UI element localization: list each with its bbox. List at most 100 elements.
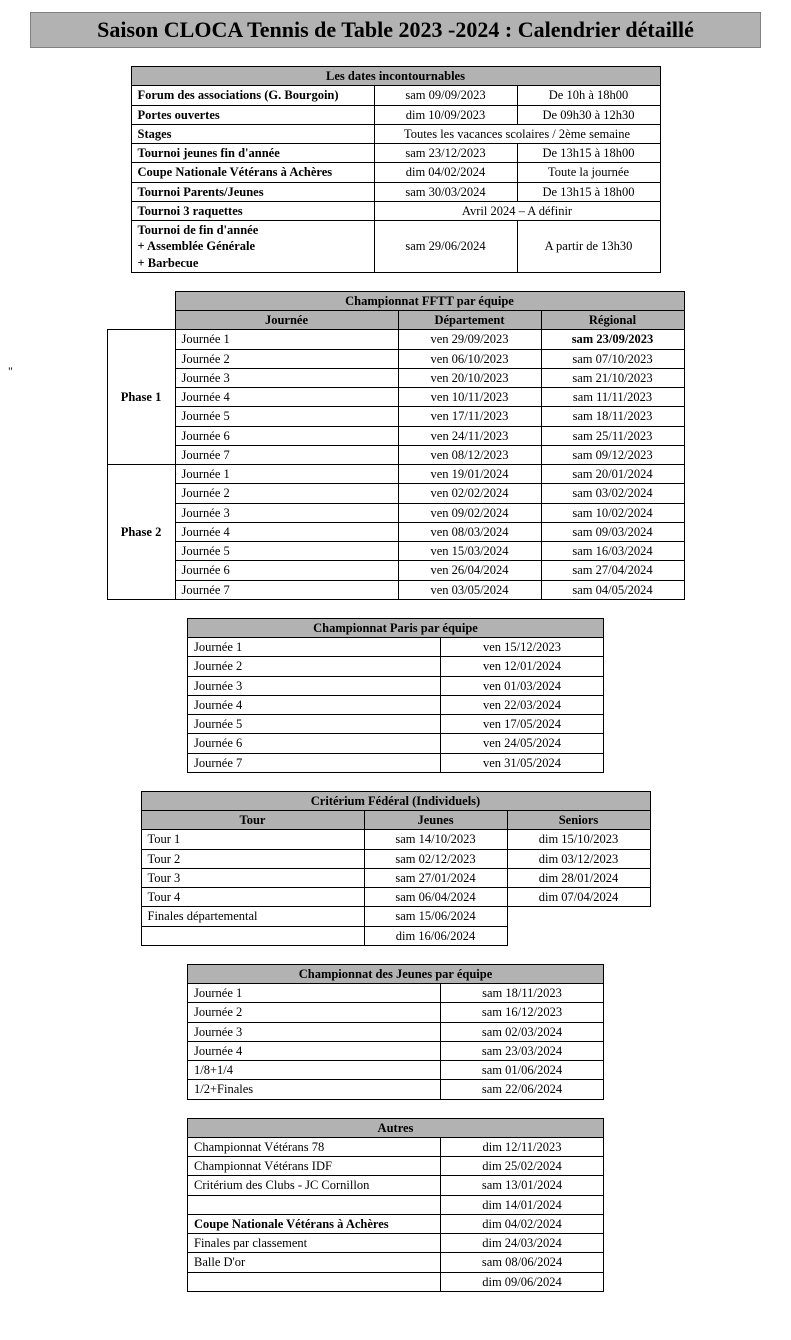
event-cell: Stages: [131, 124, 374, 143]
paris-date-cell: ven 22/03/2024: [441, 695, 604, 714]
paris-journee-cell: Journée 2: [188, 657, 441, 676]
autres-label-cell: Balle D'or: [188, 1253, 441, 1272]
paris-journee-cell: Journée 6: [188, 734, 441, 753]
event-span-cell: Toutes les vacances scolaires / 2ème sem…: [374, 124, 660, 143]
event-cell: Tournoi 3 raquettes: [131, 201, 374, 220]
fftt-dept-cell: ven 08/03/2024: [398, 522, 541, 541]
fftt-table: Championnat FFTT par équipe Journée Dépa…: [30, 291, 761, 600]
jeunes-table: Championnat des Jeunes par équipe Journé…: [30, 964, 761, 1100]
phase-label: Phase 2: [107, 465, 175, 600]
fftt-journee-cell: Journée 6: [175, 426, 398, 445]
fftt-journee-cell: Journée 3: [175, 368, 398, 387]
fftt-journee-cell: Journée 6: [175, 561, 398, 580]
event-date-cell: sam 23/12/2023: [374, 144, 517, 163]
fftt-dept-cell: ven 24/11/2023: [398, 426, 541, 445]
fftt-dept-cell: ven 02/02/2024: [398, 484, 541, 503]
paris-journee-cell: Journée 3: [188, 676, 441, 695]
crit-seniors-cell: dim 03/12/2023: [507, 849, 650, 868]
event-cell: Tournoi Parents/Jeunes: [131, 182, 374, 201]
jeunes-date-cell: sam 18/11/2023: [441, 984, 604, 1003]
crit-seniors-cell: dim 15/10/2023: [507, 830, 650, 849]
fftt-col-dept: Département: [398, 311, 541, 330]
paris-header: Championnat Paris par équipe: [188, 618, 604, 637]
criterium-table: Critérium Fédéral (Individuels) Tour Jeu…: [30, 791, 761, 946]
crit-seniors-cell: dim 07/04/2024: [507, 888, 650, 907]
paris-journee-cell: Journée 7: [188, 753, 441, 772]
jeunes-label-cell: 1/2+Finales: [188, 1080, 441, 1099]
autres-date-cell: sam 08/06/2024: [441, 1253, 604, 1272]
paris-table: Championnat Paris par équipe Journée 1ve…: [30, 618, 761, 773]
jeunes-label-cell: 1/8+1/4: [188, 1061, 441, 1080]
stray-quote: ": [8, 364, 13, 379]
phase-label: Phase 1: [107, 330, 175, 465]
fftt-dept-cell: ven 06/10/2023: [398, 349, 541, 368]
autres-extra-date-cell: dim 14/01/2024: [441, 1195, 604, 1214]
autres-date-cell: dim 12/11/2023: [441, 1137, 604, 1156]
paris-date-cell: ven 17/05/2024: [441, 715, 604, 734]
fftt-journee-cell: Journée 1: [175, 465, 398, 484]
fftt-col-journee: Journée: [175, 311, 398, 330]
autres-date-cell: sam 13/01/2024: [441, 1176, 604, 1195]
fftt-reg-cell: sam 27/04/2024: [541, 561, 684, 580]
fftt-reg-cell: sam 18/11/2023: [541, 407, 684, 426]
autres-header: Autres: [188, 1118, 604, 1137]
jeunes-date-cell: sam 22/06/2024: [441, 1080, 604, 1099]
fftt-journee-cell: Journée 2: [175, 484, 398, 503]
fftt-journee-cell: Journée 1: [175, 330, 398, 349]
fftt-journee-cell: Journée 5: [175, 407, 398, 426]
event-date-cell: dim 04/02/2024: [374, 163, 517, 182]
crit-tour-cell: Tour 3: [141, 868, 364, 887]
crit-jeunes-cell: sam 06/04/2024: [364, 888, 507, 907]
autres-label-cell: Coupe Nationale Vétérans à Achères: [188, 1214, 441, 1233]
fftt-journee-cell: Journée 4: [175, 388, 398, 407]
fftt-dept-cell: ven 10/11/2023: [398, 388, 541, 407]
autres-label-cell: Finales par classement: [188, 1234, 441, 1253]
criterium-col-tour: Tour: [141, 811, 364, 830]
fftt-dept-cell: ven 03/05/2024: [398, 580, 541, 599]
autres-extra-date-cell: dim 09/06/2024: [441, 1272, 604, 1291]
event-time-cell: A partir de 13h30: [517, 221, 660, 273]
jeunes-date-cell: sam 16/12/2023: [441, 1003, 604, 1022]
page-title: Saison CLOCA Tennis de Table 2023 -2024 …: [30, 12, 761, 48]
jeunes-date-cell: sam 01/06/2024: [441, 1061, 604, 1080]
fftt-reg-cell: sam 09/03/2024: [541, 522, 684, 541]
event-time-cell: De 13h15 à 18h00: [517, 182, 660, 201]
fftt-dept-cell: ven 15/03/2024: [398, 542, 541, 561]
fftt-journee-cell: Journée 3: [175, 503, 398, 522]
criterium-col-seniors: Seniors: [507, 811, 650, 830]
jeunes-label-cell: Journée 1: [188, 984, 441, 1003]
jeunes-date-cell: sam 02/03/2024: [441, 1022, 604, 1041]
fftt-reg-cell: sam 11/11/2023: [541, 388, 684, 407]
fftt-reg-cell: sam 04/05/2024: [541, 580, 684, 599]
paris-journee-cell: Journée 1: [188, 638, 441, 657]
fftt-dept-cell: ven 09/02/2024: [398, 503, 541, 522]
event-date-cell: sam 09/09/2023: [374, 86, 517, 105]
fftt-reg-cell: sam 09/12/2023: [541, 445, 684, 464]
fftt-reg-cell: sam 25/11/2023: [541, 426, 684, 445]
event-cell: Forum des associations (G. Bourgoin): [131, 86, 374, 105]
fftt-dept-cell: ven 17/11/2023: [398, 407, 541, 426]
autres-label-cell: Critérium des Clubs - JC Cornillon: [188, 1176, 441, 1195]
event-date-cell: sam 30/03/2024: [374, 182, 517, 201]
crit-tour-cell: Tour 2: [141, 849, 364, 868]
criterium-col-jeunes: Jeunes: [364, 811, 507, 830]
crit-tour-cell: Tour 1: [141, 830, 364, 849]
event-time-cell: De 10h à 18h00: [517, 86, 660, 105]
fftt-header: Championnat FFTT par équipe: [175, 291, 684, 310]
criterium-header: Critérium Fédéral (Individuels): [141, 791, 650, 810]
crit-finales-date2: dim 16/06/2024: [364, 926, 507, 945]
event-time-cell: De 13h15 à 18h00: [517, 144, 660, 163]
autres-label-cell: Championnat Vétérans IDF: [188, 1157, 441, 1176]
fftt-dept-cell: ven 20/10/2023: [398, 368, 541, 387]
jeunes-label-cell: Journée 2: [188, 1003, 441, 1022]
autres-date-cell: dim 04/02/2024: [441, 1214, 604, 1233]
paris-date-cell: ven 12/01/2024: [441, 657, 604, 676]
paris-date-cell: ven 31/05/2024: [441, 753, 604, 772]
crit-finales-date1: sam 15/06/2024: [364, 907, 507, 926]
event-cell: Coupe Nationale Vétérans à Achères: [131, 163, 374, 182]
jeunes-label-cell: Journée 4: [188, 1041, 441, 1060]
fftt-journee-cell: Journée 7: [175, 445, 398, 464]
autres-table: Autres Championnat Vétérans 78dim 12/11/…: [30, 1118, 761, 1292]
crit-tour-cell: Tour 4: [141, 888, 364, 907]
crit-seniors-cell: dim 28/01/2024: [507, 868, 650, 887]
